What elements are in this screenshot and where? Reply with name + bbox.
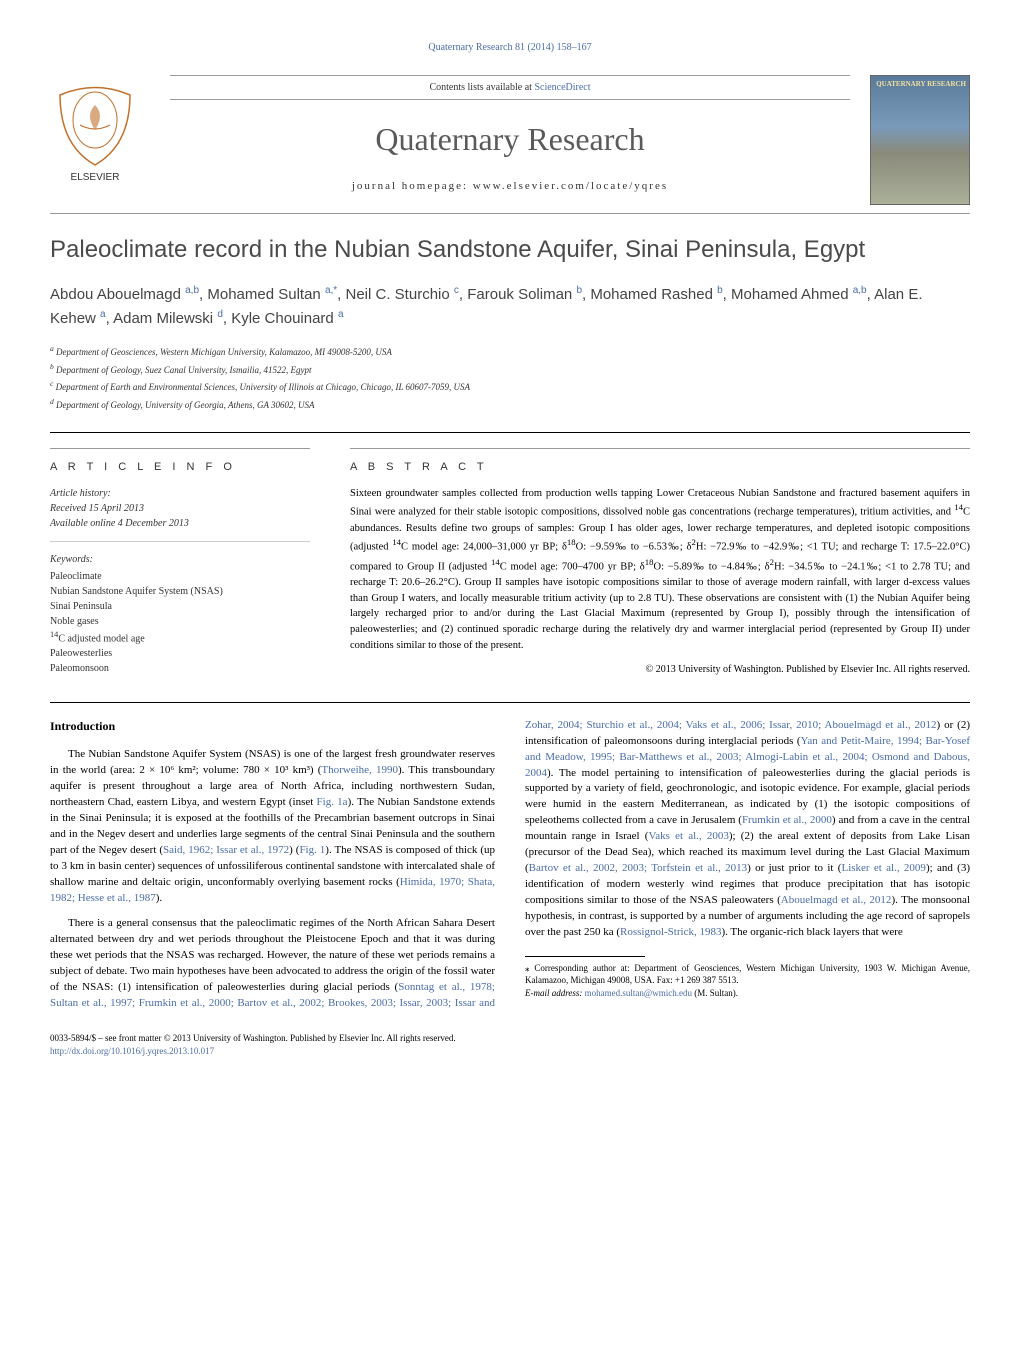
footnote-corr: ⁎ Corresponding author at: Department of… — [525, 962, 970, 987]
two-column-body: Introduction The Nubian Sandstone Aquife… — [50, 718, 970, 1012]
corresponding-author-footnote: ⁎ Corresponding author at: Department of… — [525, 962, 970, 1000]
affiliation-a: a Department of Geosciences, Western Mic… — [50, 343, 970, 360]
elsevier-logo: ELSEVIER — [50, 75, 140, 185]
affiliation-b-text: Department of Geology, Suez Canal Univer… — [56, 365, 311, 375]
article-title: Paleoclimate record in the Nubian Sandst… — [50, 234, 970, 265]
contents-available-line: Contents lists available at ScienceDirec… — [170, 75, 850, 100]
keyword: Paleomonsoon — [50, 661, 310, 676]
affiliations: a Department of Geosciences, Western Mic… — [50, 343, 970, 412]
email-link[interactable]: mohamed.sultan@wmich.edu — [585, 988, 692, 998]
affiliation-c-text: Department of Earth and Environmental Sc… — [56, 382, 470, 392]
introduction-heading: Introduction — [50, 718, 495, 735]
email-suffix: (M. Sultan). — [692, 988, 738, 998]
affiliation-a-text: Department of Geosciences, Western Michi… — [56, 347, 392, 357]
keyword: Sinai Peninsula — [50, 599, 310, 614]
affiliation-d: d Department of Geology, University of G… — [50, 396, 970, 413]
homepage-prefix: journal homepage: — [352, 180, 473, 192]
affiliation-b: b Department of Geology, Suez Canal Univ… — [50, 361, 970, 378]
available-date: Available online 4 December 2013 — [50, 516, 310, 531]
email-label: E-mail address: — [525, 988, 585, 998]
keyword: Paleowesterlies — [50, 646, 310, 661]
abstract-column: A B S T R A C T Sixteen groundwater samp… — [350, 448, 970, 677]
history-label: Article history: — [50, 486, 310, 501]
info-abstract-row: A R T I C L E I N F O Article history: R… — [50, 432, 970, 677]
page-footer: 0033-5894/$ – see front matter © 2013 Un… — [50, 1032, 970, 1057]
cover-label: QUATERNARY RESEARCH — [876, 79, 966, 90]
keywords-block: Keywords: Paleoclimate Nubian Sandstone … — [50, 552, 310, 676]
article-info-label: A R T I C L E I N F O — [50, 459, 310, 476]
journal-reference[interactable]: Quaternary Research 81 (2014) 158–167 — [50, 40, 970, 55]
svg-text:ELSEVIER: ELSEVIER — [71, 172, 120, 183]
journal-cover-thumbnail: QUATERNARY RESEARCH — [870, 75, 970, 205]
affiliation-c: c Department of Earth and Environmental … — [50, 378, 970, 395]
sciencedirect-link[interactable]: ScienceDirect — [534, 82, 590, 93]
footnote-email-line: E-mail address: mohamed.sultan@wmich.edu… — [525, 987, 970, 1000]
journal-homepage: journal homepage: www.elsevier.com/locat… — [170, 178, 850, 195]
journal-info-block: Contents lists available at ScienceDirec… — [170, 75, 850, 195]
keyword: Paleoclimate — [50, 569, 310, 584]
abstract-text: Sixteen groundwater samples collected fr… — [350, 486, 970, 654]
received-date: Received 15 April 2013 — [50, 501, 310, 516]
journal-header: ELSEVIER Contents lists available at Sci… — [50, 75, 970, 214]
keyword: 14C adjusted model age — [50, 629, 310, 646]
abstract-label: A B S T R A C T — [350, 459, 970, 476]
journal-title: Quaternary Research — [170, 115, 850, 163]
keyword: Noble gases — [50, 614, 310, 629]
footer-copyright: 0033-5894/$ – see front matter © 2013 Un… — [50, 1032, 970, 1045]
keyword: Nubian Sandstone Aquifer System (NSAS) — [50, 584, 310, 599]
keywords-label: Keywords: — [50, 552, 310, 567]
contents-prefix: Contents lists available at — [429, 82, 534, 93]
affiliation-d-text: Department of Geology, University of Geo… — [56, 400, 315, 410]
article-info-column: A R T I C L E I N F O Article history: R… — [50, 448, 310, 677]
body-section: Introduction The Nubian Sandstone Aquife… — [50, 702, 970, 1012]
article-history: Article history: Received 15 April 2013 … — [50, 486, 310, 542]
footnote-separator — [525, 956, 645, 957]
homepage-url[interactable]: www.elsevier.com/locate/yqres — [473, 180, 668, 192]
author-list: Abdou Abouelmagd a,b, Mohamed Sultan a,*… — [50, 283, 970, 331]
doi-link[interactable]: http://dx.doi.org/10.1016/j.yqres.2013.1… — [50, 1046, 214, 1056]
body-para-1: The Nubian Sandstone Aquifer System (NSA… — [50, 747, 495, 906]
abstract-copyright: © 2013 University of Washington. Publish… — [350, 662, 970, 677]
